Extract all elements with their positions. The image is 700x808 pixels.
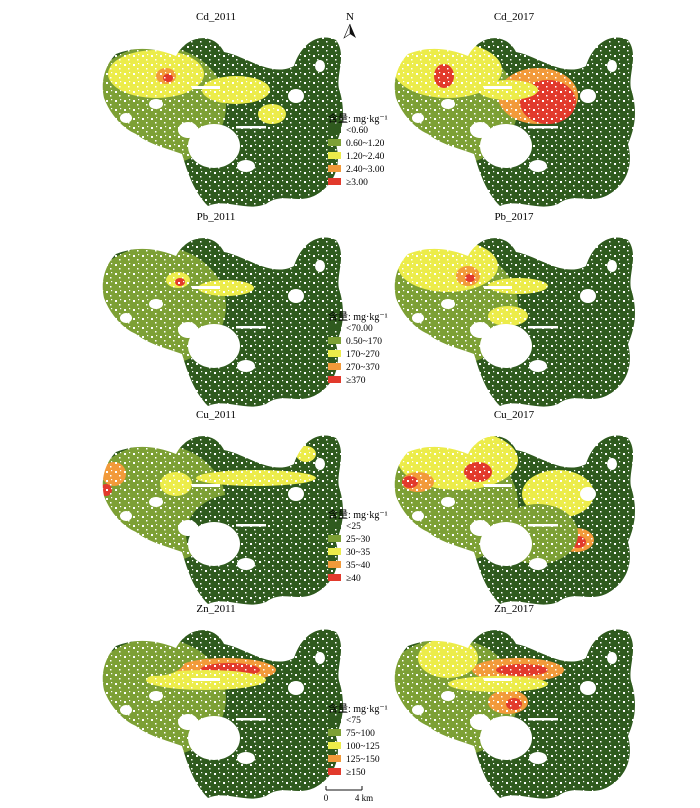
legend-swatch: [328, 729, 341, 736]
legend-heading: 含量: mg·kg⁻¹: [328, 702, 388, 715]
map-cd-2011: [102, 37, 343, 207]
map-cd-2017: [394, 37, 635, 207]
map-title-pb-2011: Pb_2011: [197, 211, 236, 223]
legend-swatch: [328, 139, 341, 146]
legend-swatch: [328, 535, 341, 542]
legend-swatch: [328, 152, 341, 159]
map-cu-2011: [102, 435, 343, 605]
legend-label: 270~370: [346, 363, 380, 373]
legend-swatch: [328, 561, 341, 568]
legend-heading: 含量: mg·kg⁻¹: [328, 508, 388, 521]
legend-label: ≥370: [346, 376, 366, 386]
legend-label: ≥3.00: [346, 178, 368, 188]
legend-swatch: [328, 716, 341, 723]
map-title-zn-2017: Zn_2017: [494, 603, 534, 615]
speckle-overlay: [394, 37, 635, 207]
legend-swatch: [328, 337, 341, 344]
legend-cu: 含量: mg·kg⁻¹<25 25~30 30~35 35~40 ≥40: [328, 508, 388, 584]
scale-end-label: 4 km: [355, 793, 373, 803]
speckle-overlay: [102, 435, 343, 605]
legend-heading: 含量: mg·kg⁻¹: [328, 112, 388, 125]
legend-swatch: [328, 548, 341, 555]
legend-label: ≥150: [346, 768, 366, 778]
north-arrow-icon: N: [343, 11, 356, 39]
legend-label: 0.60~1.20: [346, 139, 385, 149]
legend-label: 35~40: [346, 561, 370, 571]
legend-label: <25: [346, 522, 361, 532]
speckle-overlay: [102, 37, 343, 207]
speckle-overlay: [102, 629, 343, 799]
legend-swatch: [328, 755, 341, 762]
legend-swatch: [328, 522, 341, 529]
map-zn-2011: [102, 629, 343, 799]
legend-swatch: [328, 165, 341, 172]
legend-label: 2.40~3.00: [346, 165, 385, 175]
legend-label: <75: [346, 716, 361, 726]
legend-label: <70.00: [346, 324, 373, 334]
legend-swatch: [328, 126, 341, 133]
legend-zn: 含量: mg·kg⁻¹<75 75~100 100~125 125~150 ≥150: [328, 702, 388, 778]
map-pb-2011: [102, 237, 343, 407]
legend-swatch: [328, 574, 341, 581]
legend-label: ≥40: [346, 574, 361, 584]
legend-label: 125~150: [346, 755, 380, 765]
speckle-overlay: [394, 237, 635, 407]
legend-label: 30~35: [346, 548, 370, 558]
map-title-pb-2017: Pb_2017: [494, 211, 534, 223]
speckle-overlay: [394, 629, 635, 799]
legend-label: <0.60: [346, 126, 368, 136]
legend-swatch: [328, 742, 341, 749]
legend-heading: 含量: mg·kg⁻¹: [328, 310, 388, 323]
legend-label: 0.50~170: [346, 337, 382, 347]
legend-label: 1.20~2.40: [346, 152, 385, 162]
legend-swatch: [328, 324, 341, 331]
map-title-cu-2017: Cu_2017: [494, 409, 535, 421]
legend-swatch: [328, 350, 341, 357]
legend-swatch: [328, 363, 341, 370]
map-title-zn-2011: Zn_2011: [196, 603, 235, 615]
legend-swatch: [328, 178, 341, 185]
map-zn-2017: [394, 629, 635, 799]
map-title-cu-2011: Cu_2011: [196, 409, 236, 421]
map-pb-2017: [394, 237, 635, 407]
map-cu-2017: [394, 435, 635, 605]
map-title-cd-2011: Cd_2011: [196, 11, 236, 23]
legend-swatch: [328, 376, 341, 383]
north-label: N: [346, 11, 354, 23]
legend-cd: 含量: mg·kg⁻¹<0.60 0.60~1.20 1.20~2.40 2.40~3…: [328, 112, 388, 188]
scale-start-label: 0: [324, 793, 329, 803]
speckle-overlay: [394, 435, 635, 605]
legend-label: 100~125: [346, 742, 380, 752]
legend-pb: 含量: mg·kg⁻¹<70.00 0.50~170 170~270 270~370 ≥…: [328, 310, 388, 386]
legend-label: 25~30: [346, 535, 370, 545]
map-title-cd-2017: Cd_2017: [494, 11, 535, 23]
legend-label: 75~100: [346, 729, 375, 739]
scale-bar: 0 4 km: [324, 786, 373, 803]
speckle-overlay: [102, 237, 343, 407]
legend-label: 170~270: [346, 350, 380, 360]
legend-swatch: [328, 768, 341, 775]
